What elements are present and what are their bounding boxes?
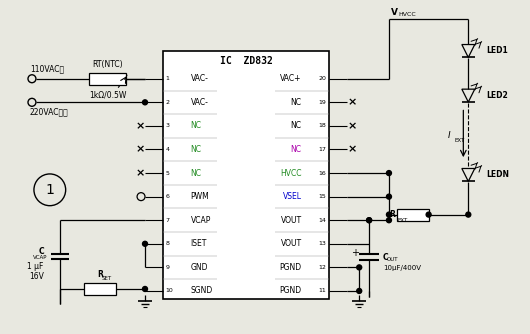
Text: 14: 14 <box>319 218 326 223</box>
Text: 20: 20 <box>319 76 326 81</box>
Text: 1 μF: 1 μF <box>28 262 44 271</box>
Text: ×: × <box>348 121 357 131</box>
Text: I: I <box>448 131 450 140</box>
Text: SGND: SGND <box>191 287 213 296</box>
Text: R: R <box>389 210 395 219</box>
Text: 110VAC或: 110VAC或 <box>30 64 64 73</box>
Text: 11: 11 <box>319 289 326 294</box>
Text: 7: 7 <box>166 218 170 223</box>
Text: 220VAC输入: 220VAC输入 <box>30 108 69 117</box>
Text: ×: × <box>348 97 357 107</box>
Text: 19: 19 <box>319 100 326 105</box>
Text: ×: × <box>135 168 145 178</box>
Text: OUT: OUT <box>387 257 399 262</box>
Text: VOUT: VOUT <box>280 239 302 248</box>
Circle shape <box>143 241 147 246</box>
Bar <box>90 73 126 85</box>
Text: 8: 8 <box>166 241 170 246</box>
Text: 9: 9 <box>166 265 170 270</box>
Text: NC: NC <box>290 145 302 154</box>
Circle shape <box>367 218 372 223</box>
Text: VSEL: VSEL <box>282 192 302 201</box>
Circle shape <box>357 289 361 294</box>
Text: SET: SET <box>102 276 112 281</box>
Text: 3: 3 <box>166 123 170 128</box>
Text: V: V <box>391 8 398 17</box>
Text: 1kΩ/0.5W: 1kΩ/0.5W <box>89 91 127 100</box>
Text: 4: 4 <box>166 147 170 152</box>
Text: VCAP: VCAP <box>33 255 48 260</box>
Text: RT(NTC): RT(NTC) <box>93 60 123 69</box>
Circle shape <box>386 212 392 217</box>
Text: VAC+: VAC+ <box>280 74 302 83</box>
Text: HVCC: HVCC <box>398 12 416 17</box>
Circle shape <box>143 100 147 105</box>
Text: HVCC: HVCC <box>280 169 302 178</box>
Text: R: R <box>97 270 103 279</box>
Text: VCAP: VCAP <box>191 216 211 225</box>
Text: +: + <box>351 248 359 258</box>
Text: ×: × <box>348 145 357 155</box>
Text: PWM: PWM <box>191 192 209 201</box>
Text: C: C <box>38 247 44 256</box>
Text: 17: 17 <box>319 147 326 152</box>
Text: 18: 18 <box>319 123 326 128</box>
Text: 6: 6 <box>166 194 170 199</box>
Text: ×: × <box>135 121 145 131</box>
Text: 16V: 16V <box>29 272 44 281</box>
Text: 2: 2 <box>166 100 170 105</box>
Bar <box>84 283 116 295</box>
Text: NC: NC <box>191 121 201 130</box>
Text: ISET: ISET <box>191 239 207 248</box>
Text: IC  ZD832: IC ZD832 <box>220 56 272 66</box>
Circle shape <box>143 287 147 292</box>
Text: ×: × <box>135 145 145 155</box>
Text: 16: 16 <box>319 171 326 176</box>
Text: EXT: EXT <box>398 217 408 222</box>
Text: NC: NC <box>191 145 201 154</box>
Text: 1: 1 <box>166 76 170 81</box>
Text: 10μF/400V: 10μF/400V <box>383 265 421 271</box>
Text: EXT: EXT <box>454 138 465 143</box>
Text: 5: 5 <box>166 171 170 176</box>
Circle shape <box>426 212 431 217</box>
Text: 12: 12 <box>319 265 326 270</box>
Circle shape <box>386 218 392 223</box>
Text: VAC-: VAC- <box>191 98 208 107</box>
Circle shape <box>367 218 372 223</box>
Text: PGND: PGND <box>279 287 302 296</box>
Text: VAC-: VAC- <box>191 74 208 83</box>
Text: 13: 13 <box>319 241 326 246</box>
Text: C: C <box>383 253 388 262</box>
Circle shape <box>386 171 392 176</box>
Text: 1: 1 <box>46 183 54 197</box>
Circle shape <box>466 212 471 217</box>
Text: GND: GND <box>191 263 208 272</box>
Text: NC: NC <box>191 169 201 178</box>
Circle shape <box>386 194 392 199</box>
Text: LEDN: LEDN <box>486 170 509 179</box>
Bar <box>163 51 330 299</box>
Circle shape <box>357 265 361 270</box>
Text: 15: 15 <box>319 194 326 199</box>
Text: NC: NC <box>290 98 302 107</box>
Text: 10: 10 <box>166 289 174 294</box>
Text: VOUT: VOUT <box>280 216 302 225</box>
Text: PGND: PGND <box>279 263 302 272</box>
Text: LED1: LED1 <box>486 46 508 55</box>
Bar <box>397 209 429 220</box>
Text: LED2: LED2 <box>486 91 508 100</box>
Text: NC: NC <box>290 121 302 130</box>
